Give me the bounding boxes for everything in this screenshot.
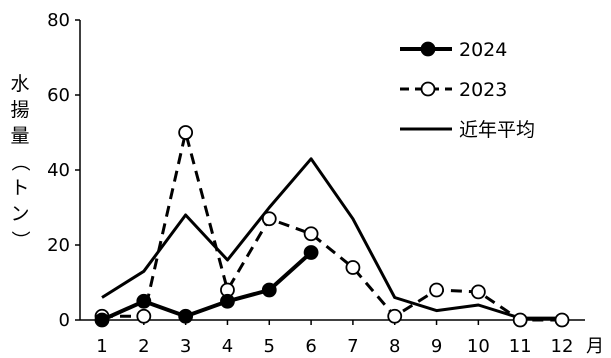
y-axis-title-char: ン <box>10 203 29 225</box>
data-point <box>303 245 319 260</box>
data-point <box>512 312 528 328</box>
y-axis-title: 水揚量 （ トン ） <box>9 73 31 250</box>
data-point <box>136 293 152 309</box>
series-line <box>101 157 562 320</box>
legend: 2024 2023 近年平均 <box>400 39 535 141</box>
series-2023 <box>94 125 570 328</box>
x-tick-label: 4 <box>222 336 233 357</box>
data-point <box>345 260 361 275</box>
y-tick-label: 80 <box>47 10 70 31</box>
data-point <box>261 211 277 227</box>
data-point <box>94 312 110 328</box>
x-tick-label: 3 <box>180 336 191 357</box>
y-tick-label: 60 <box>47 85 70 106</box>
y-tick-label: 40 <box>47 160 70 181</box>
legend-marker <box>420 81 436 97</box>
legend-marker <box>420 41 436 57</box>
legend-item: 2024 <box>400 39 507 61</box>
y-axis-title-char: 揚 <box>10 99 29 121</box>
series-layer <box>94 125 570 328</box>
series-line <box>101 251 313 322</box>
series-2024 <box>94 245 319 328</box>
data-point <box>136 308 152 324</box>
y-axis-title-char: 水 <box>10 73 29 95</box>
x-tick-label: 11 <box>509 336 532 357</box>
y-axis-title-char: ト <box>10 177 29 199</box>
y-tick-label: 20 <box>47 235 70 256</box>
y-tick-label: 0 <box>59 310 70 331</box>
data-point <box>387 308 403 324</box>
data-point <box>261 282 277 298</box>
x-tick-label: 2 <box>138 336 149 357</box>
legend-item: 近年平均 <box>400 119 535 141</box>
legend-label: 2023 <box>459 79 507 101</box>
data-point <box>470 284 486 300</box>
data-point <box>429 282 444 298</box>
series-line <box>102 131 562 322</box>
y-axis-title-char: 量 <box>10 125 29 147</box>
data-point <box>303 226 319 242</box>
x-tick-label: 1 <box>96 336 107 357</box>
axes <box>75 19 585 325</box>
y-axis-title-char: ） <box>9 230 31 249</box>
x-axis-title: 月 <box>586 336 604 357</box>
data-point <box>178 125 194 140</box>
legend-label: 近年平均 <box>459 119 535 141</box>
legend-item: 2023 <box>400 79 507 101</box>
x-tick-label: 7 <box>347 336 358 357</box>
data-point <box>220 293 235 309</box>
x-tick-label: 6 <box>305 336 316 357</box>
x-tick-label: 12 <box>551 336 574 357</box>
series-近年平均 <box>101 157 562 320</box>
y-axis-title-char: （ <box>9 152 31 171</box>
data-point <box>178 308 194 324</box>
x-tick-label: 5 <box>264 336 275 357</box>
data-point <box>554 312 570 328</box>
x-tick-label: 8 <box>389 336 400 357</box>
legend-label: 2024 <box>459 39 507 61</box>
x-tick-label: 9 <box>431 336 442 357</box>
x-tick-label: 10 <box>467 336 490 357</box>
